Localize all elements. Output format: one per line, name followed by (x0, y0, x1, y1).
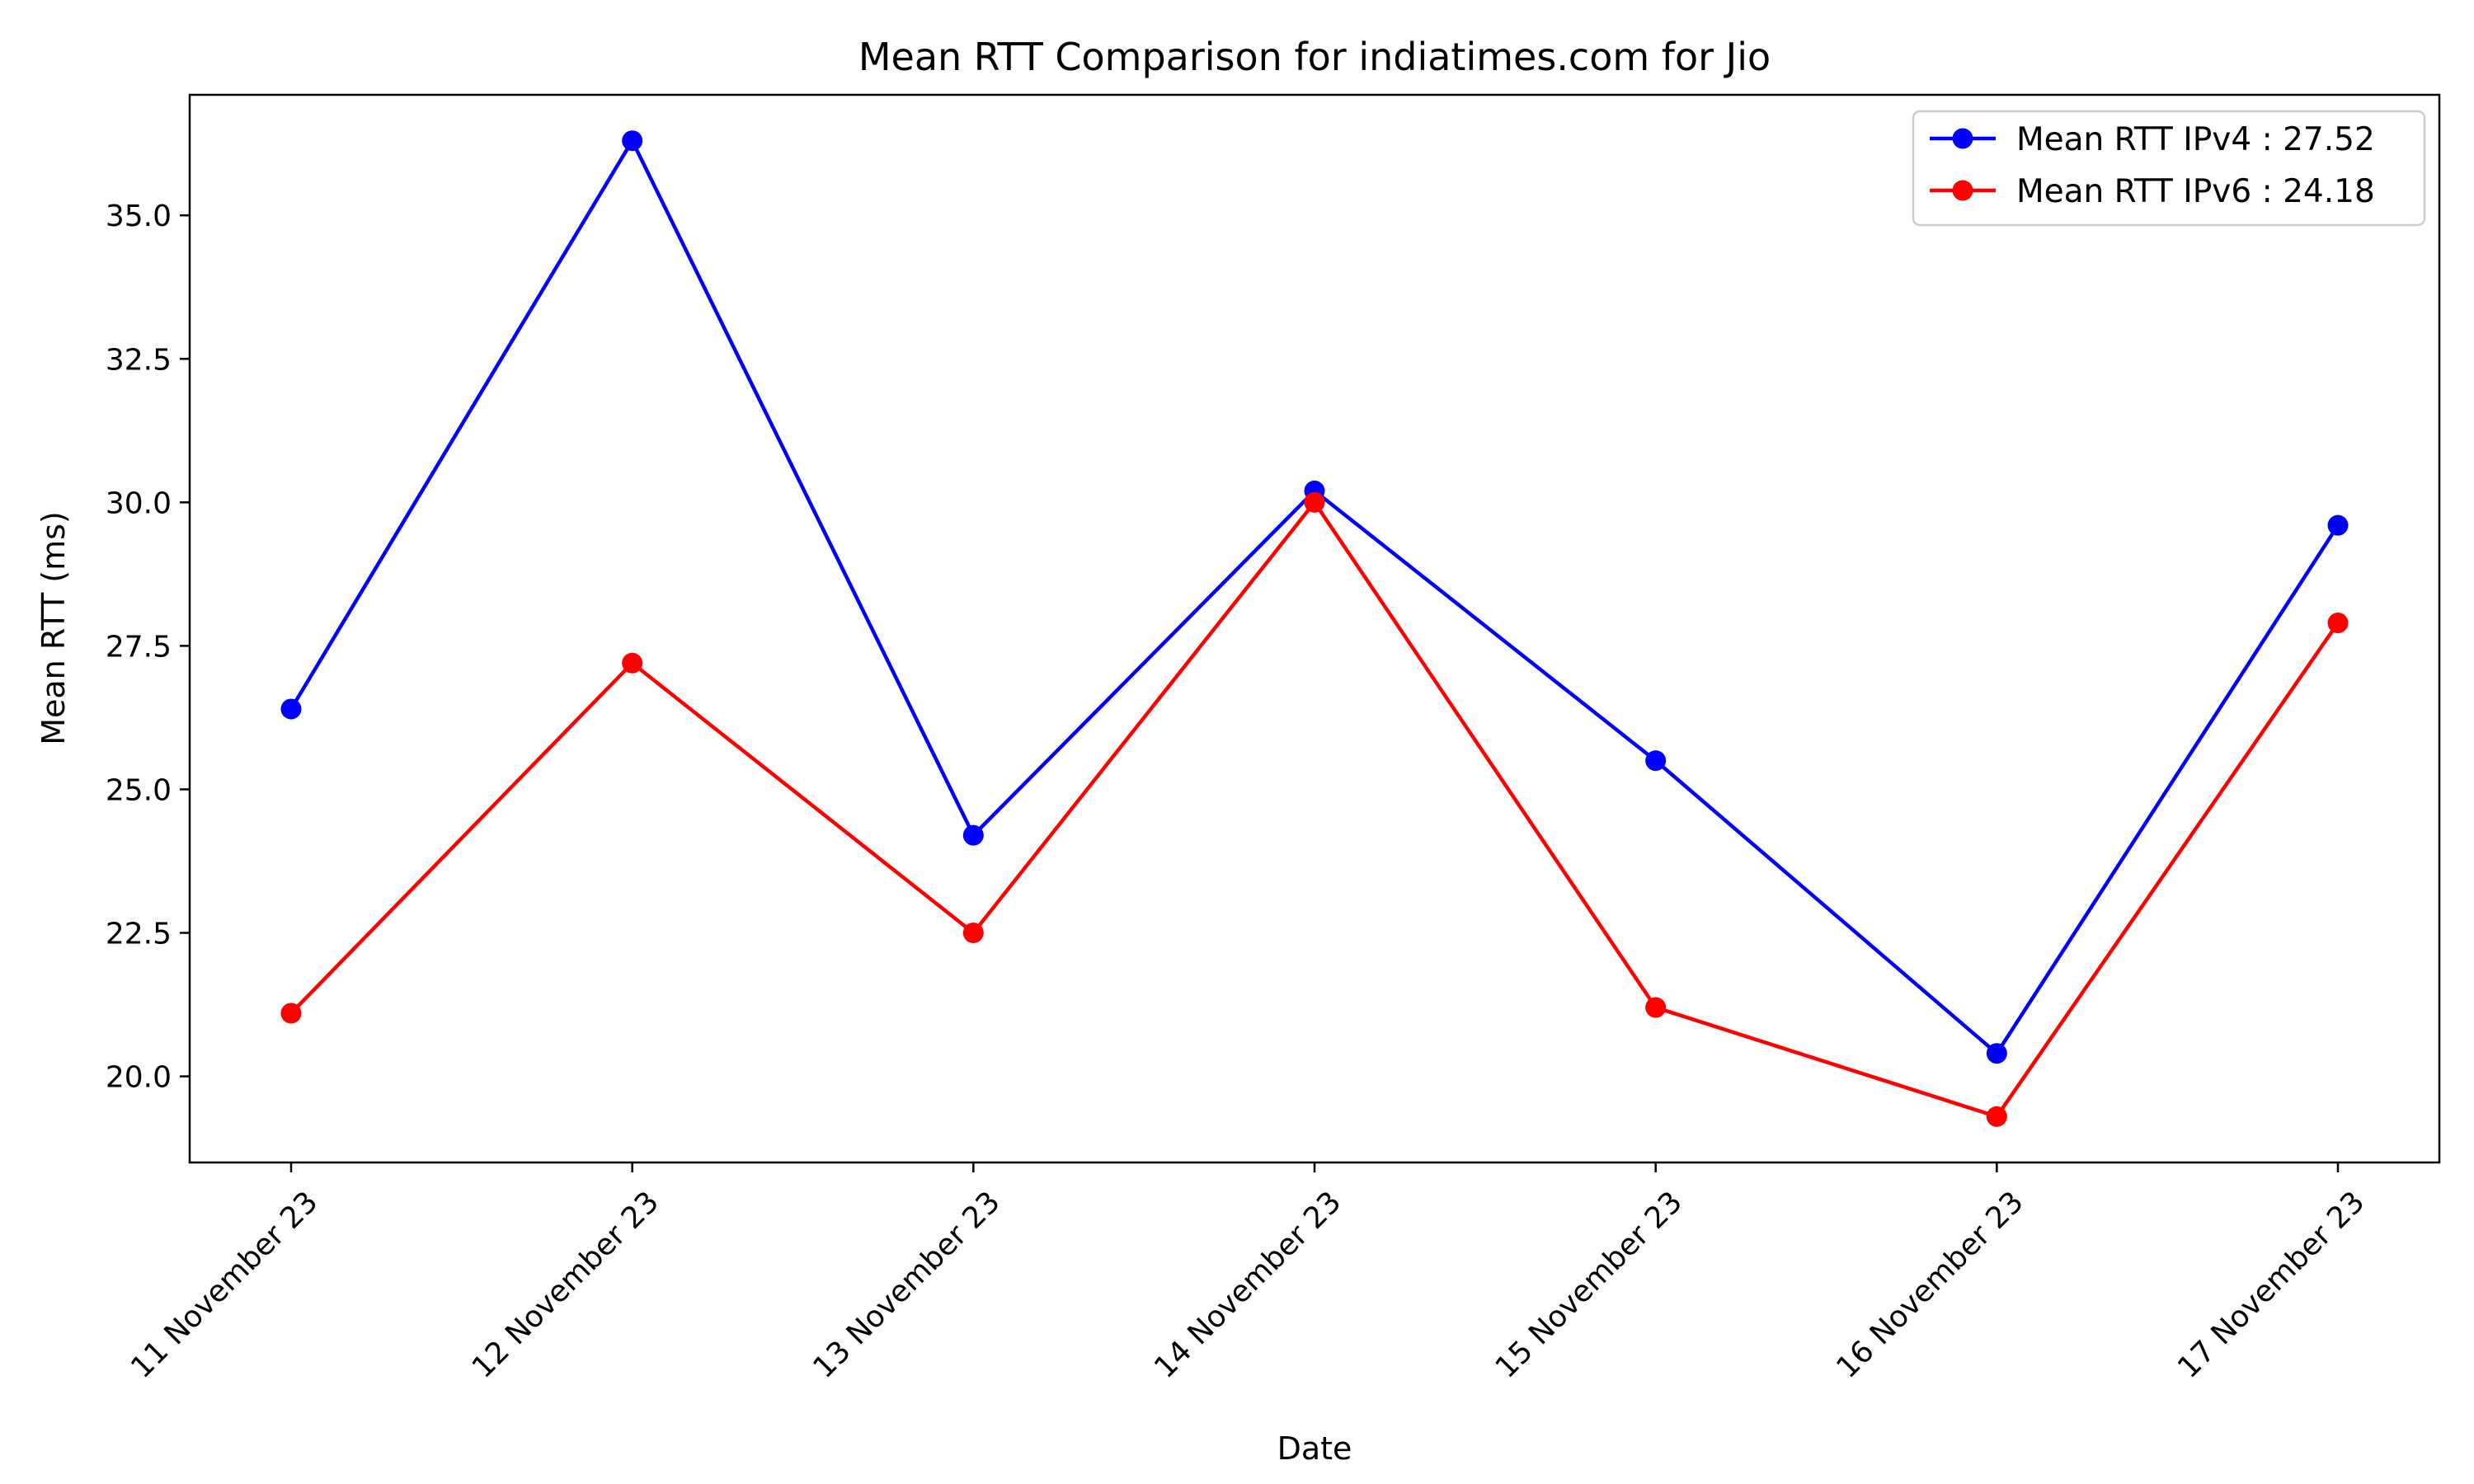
y-tick-label: 32.5 (106, 343, 172, 377)
data-point-ipv4 (1986, 1043, 2007, 1064)
data-point-ipv4 (2327, 514, 2349, 536)
legend-box (1912, 110, 2426, 227)
x-tick-label: 15 November 23 (1489, 1185, 1689, 1384)
data-point-ipv4 (622, 130, 643, 152)
legend-marker (1952, 128, 1973, 149)
legend-label: Mean RTT IPv6 : 24.18 (2016, 173, 2375, 210)
legend: Mean RTT IPv4 : 27.52 Mean RTT IPv6 : 24.… (1912, 110, 2426, 227)
data-point-ipv4 (280, 698, 302, 720)
legend-marker (1952, 180, 1973, 201)
y-tick-label: 25.0 (106, 773, 172, 807)
x-axis-title: Date (1277, 1430, 1352, 1467)
legend-label: Mean RTT IPv4 : 27.52 (2016, 121, 2375, 158)
x-tick-label: 14 November 23 (1148, 1185, 1348, 1384)
y-tick-label: 35.0 (106, 200, 172, 233)
x-tick-label: 16 November 23 (1830, 1185, 2030, 1384)
y-tick-label: 30.0 (106, 486, 172, 520)
data-point-ipv6 (2327, 613, 2349, 634)
data-point-ipv6 (962, 923, 984, 944)
y-tick-label: 22.5 (106, 918, 172, 951)
data-point-ipv6 (280, 1003, 302, 1024)
plot-area (280, 130, 2349, 1127)
x-tick-label: 12 November 23 (466, 1185, 666, 1384)
x-axis: 11 November 23 12 November 23 13 November … (125, 1162, 2371, 1385)
series-line-ipv4 (289, 139, 2340, 1055)
data-point-ipv4 (1645, 750, 1667, 772)
x-tick-label: 11 November 23 (125, 1185, 324, 1384)
y-tick-label: 20.0 (106, 1061, 172, 1095)
data-point-ipv4 (962, 824, 984, 846)
series-line-ipv6 (289, 500, 2340, 1119)
plot-frame (188, 93, 2441, 1164)
data-point-ipv6 (1986, 1106, 2007, 1127)
chart-title: Mean RTT Comparison for indiatimes.com f… (858, 35, 1771, 79)
data-point-ipv6 (1645, 997, 1667, 1018)
data-point-ipv6 (1304, 491, 1325, 513)
x-tick-label: 17 November 23 (2171, 1185, 2371, 1384)
y-tick-label: 27.5 (106, 630, 172, 664)
x-tick-label: 13 November 23 (807, 1185, 1006, 1384)
y-axis-title: Mean RTT (ms) (35, 511, 72, 745)
data-point-ipv6 (622, 652, 643, 674)
y-axis: 20.0 22.5 25.0 27.5 30.0 32.5 35.0 (106, 200, 190, 1095)
